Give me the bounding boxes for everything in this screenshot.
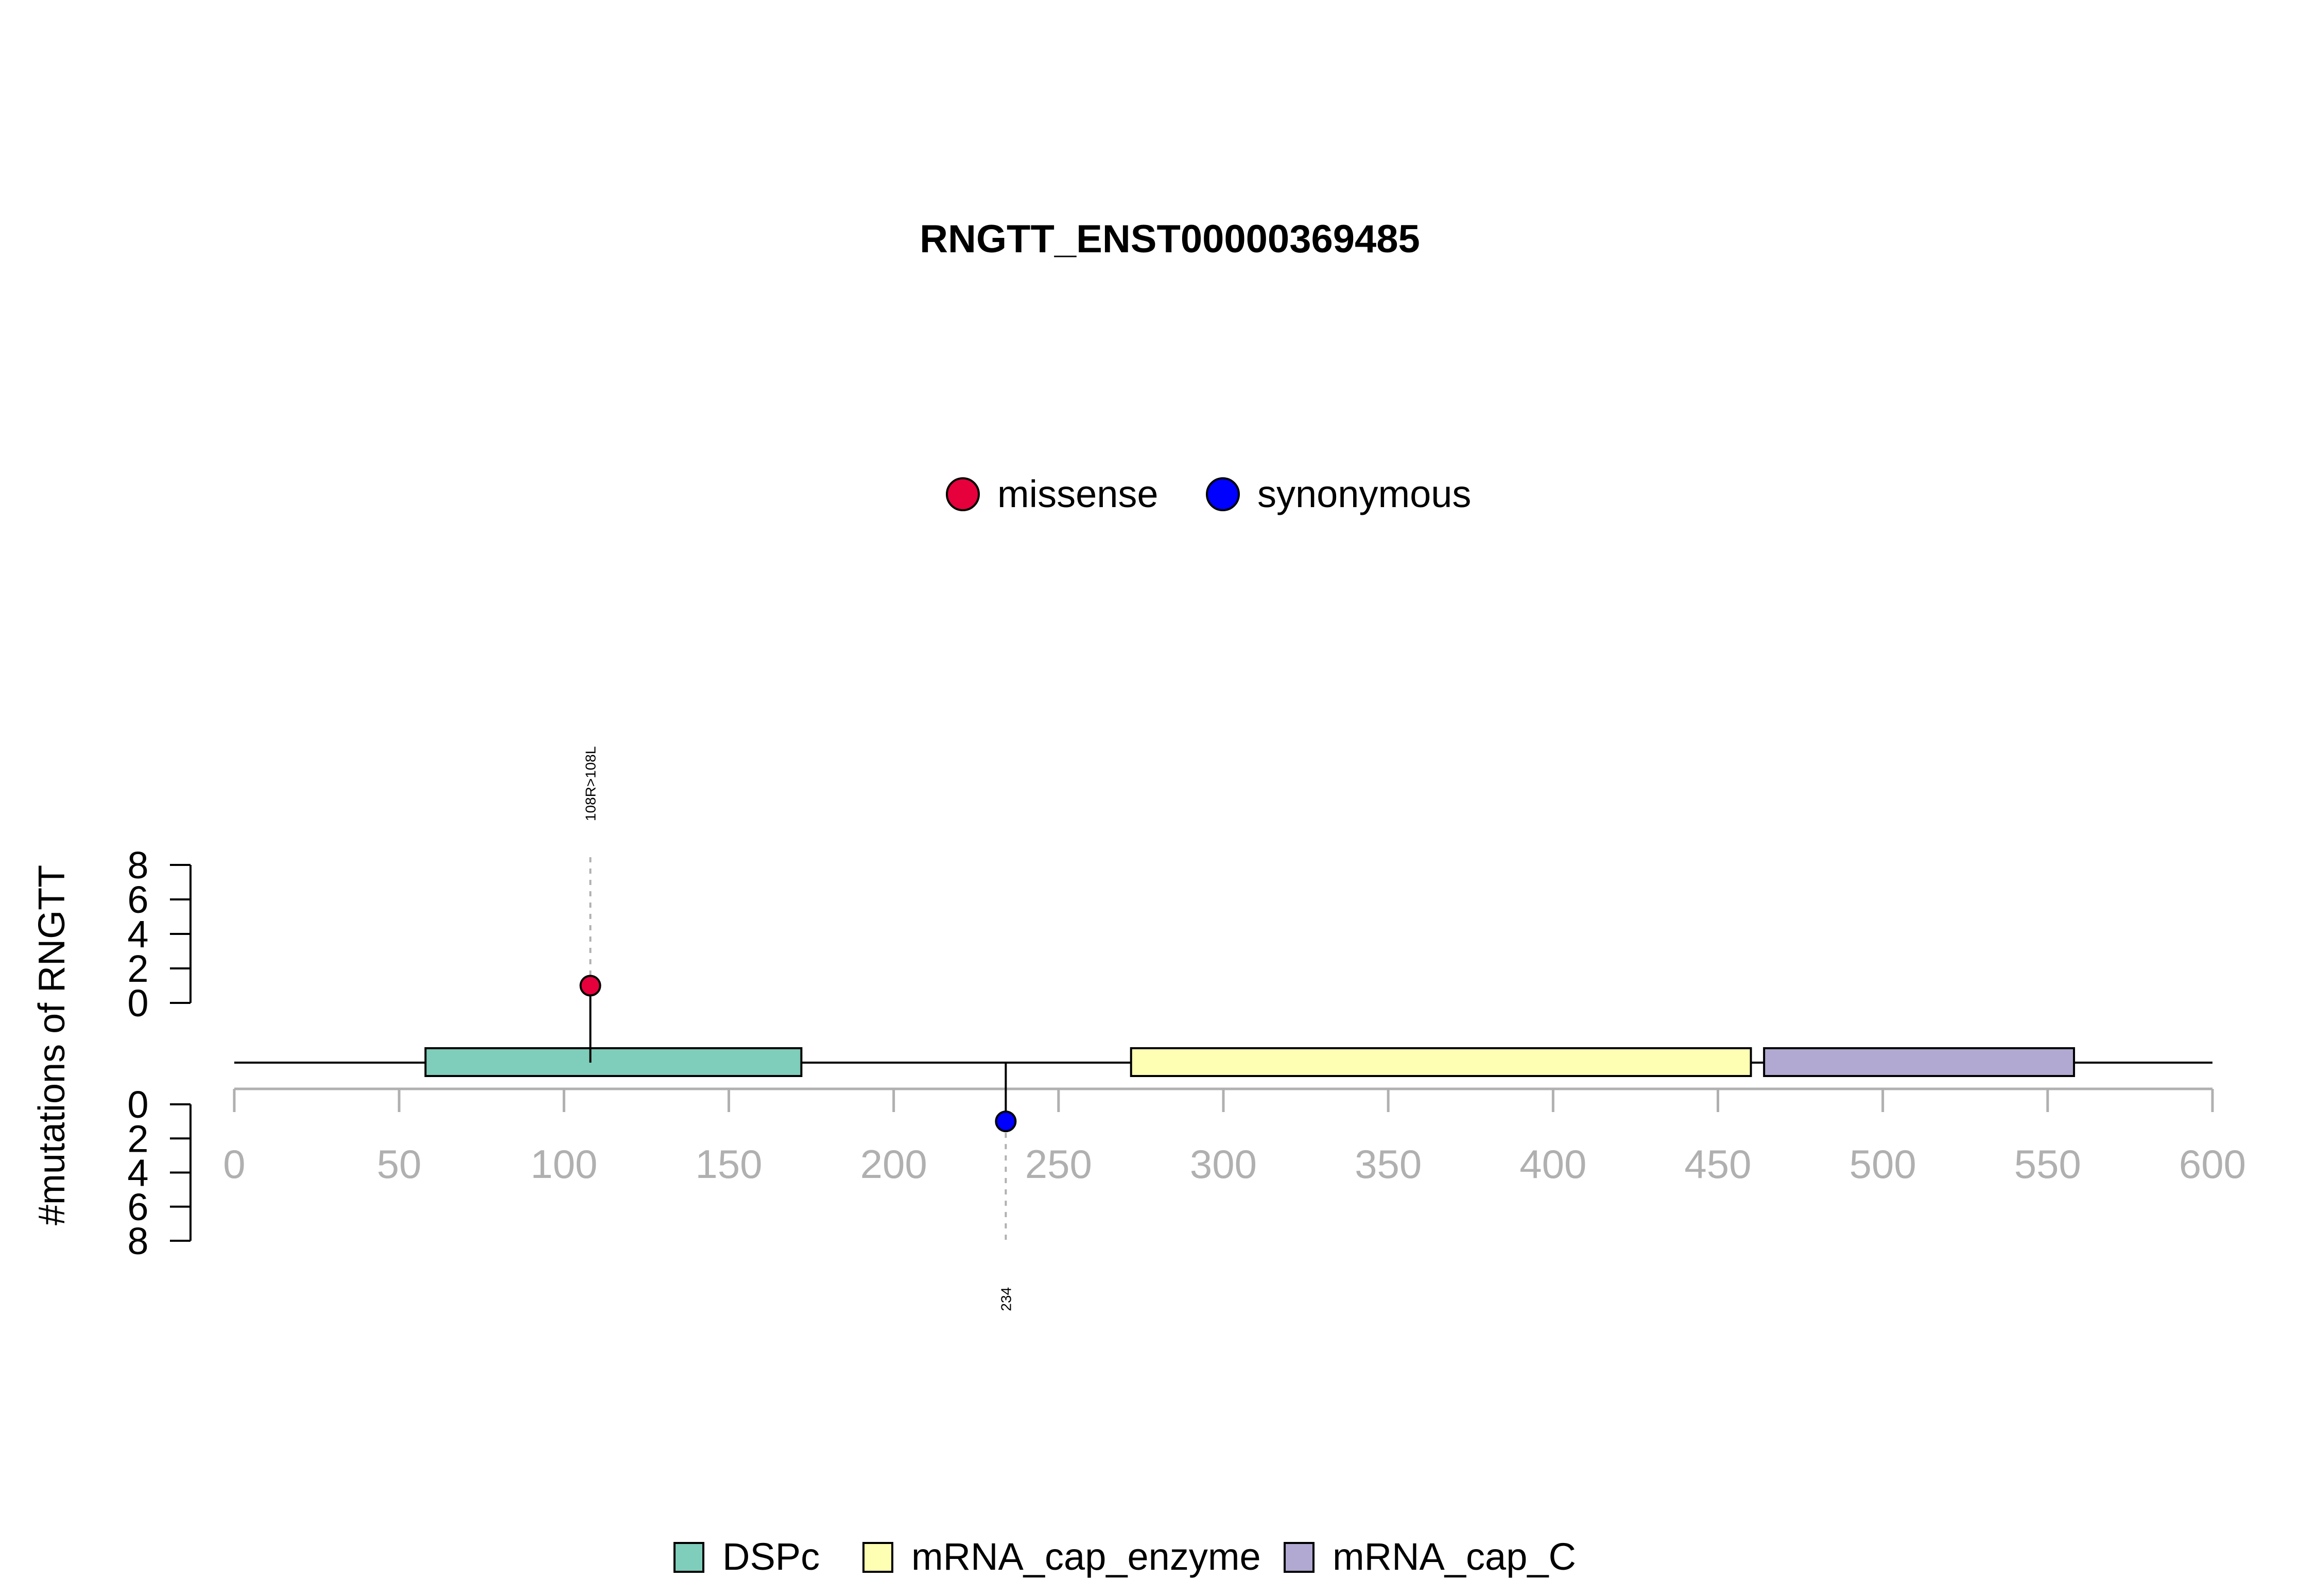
y-axis-bottom-tick-label: 4 [127,1152,148,1194]
y-axis-top-tick-label: 6 [127,878,148,921]
x-axis-tick-label: 350 [1355,1141,1422,1187]
x-axis-tick-label: 0 [223,1141,245,1187]
y-axis-top-tick-label: 0 [127,982,148,1025]
mutation-legend-item-missense: missense [946,473,1158,515]
x-axis-tick-label: 500 [1849,1141,1916,1187]
mutation-legend-item-synonymous: synonymous [1206,473,1471,515]
y-axis-top-tick-label: 2 [127,947,148,990]
chart-title: RNGTT_ENST00000369485 [920,217,1420,261]
domain-legend-item-mRNA_cap_C: mRNA_cap_C [1284,1535,1576,1578]
mutation-legend-label-synonymous: synonymous [1257,473,1471,515]
domain-legend-swatch-DSPc [673,1542,704,1573]
domain-legend-swatch-mRNA_cap_C [1284,1542,1315,1573]
domain-legend-label-mRNA_cap_enzyme: mRNA_cap_enzyme [911,1535,1261,1578]
mutation-legend-swatch-missense [946,477,980,511]
x-axis-tick-label: 100 [530,1141,597,1187]
x-axis-tick-label: 150 [695,1141,762,1187]
mutation-label: 108R>108L [583,746,599,821]
domain-legend-item-DSPc: DSPc [673,1535,820,1578]
domain-legend: DSPc mRNA_cap_enzyme mRNA_cap_C [673,1535,1576,1578]
mutation-missense-108: 108R>108L [579,746,601,1063]
mutation-legend: missense synonymous [946,473,1471,515]
domain-legend-item-mRNA_cap_enzyme: mRNA_cap_enzyme [862,1535,1261,1578]
x-axis-tick-label: 400 [1519,1141,1586,1187]
mutation-legend-swatch-synonymous [1206,477,1240,511]
domain-legend-label-DSPc: DSPc [722,1535,820,1578]
x-axis: 0 50 100 150 200 250 300 350 400 450 500 550 600 [223,1087,2246,1187]
mutation-legend-label-missense: missense [997,473,1158,515]
x-axis-tick-label: 300 [1190,1141,1257,1187]
mutation-label: 234 [998,1287,1014,1311]
domain-legend-swatch-mRNA_cap_enzyme [862,1542,893,1573]
y-axis-bottom-tick-label: 2 [127,1117,148,1160]
x-axis-tick-label: 250 [1025,1141,1092,1187]
y-axis-label: #mutations of RNGTT [31,865,73,1225]
x-axis-tick-label: 450 [1684,1141,1751,1187]
domain-mRNA_cap_enzyme [1130,1047,1752,1077]
domain-mRNA_cap_C [1763,1047,2076,1077]
domain-legend-label-mRNA_cap_C: mRNA_cap_C [1333,1535,1576,1578]
mutation-synonymous-234: 234 [995,1063,1017,1311]
x-axis-tick-label: 600 [2179,1141,2246,1187]
mutations: 108R>108L 234 [579,746,1017,1311]
y-axis-bottom-tick-label: 8 [127,1220,148,1262]
y-axis-bottom-tick-label: 0 [127,1083,148,1126]
x-axis-tick-label: 50 [377,1141,422,1187]
y-axis-top-tick-label: 8 [127,844,148,887]
x-axis-tick-label: 200 [860,1141,927,1187]
y-axis-top-tick-label: 4 [127,913,148,956]
protein-domains [424,1047,2076,1077]
x-axis-tick-label: 550 [2014,1141,2081,1187]
y-axis-bottom-tick-label: 6 [127,1186,148,1228]
mutation-point [995,1111,1017,1133]
mutation-point [579,975,601,997]
domain-DSPc [424,1047,803,1077]
